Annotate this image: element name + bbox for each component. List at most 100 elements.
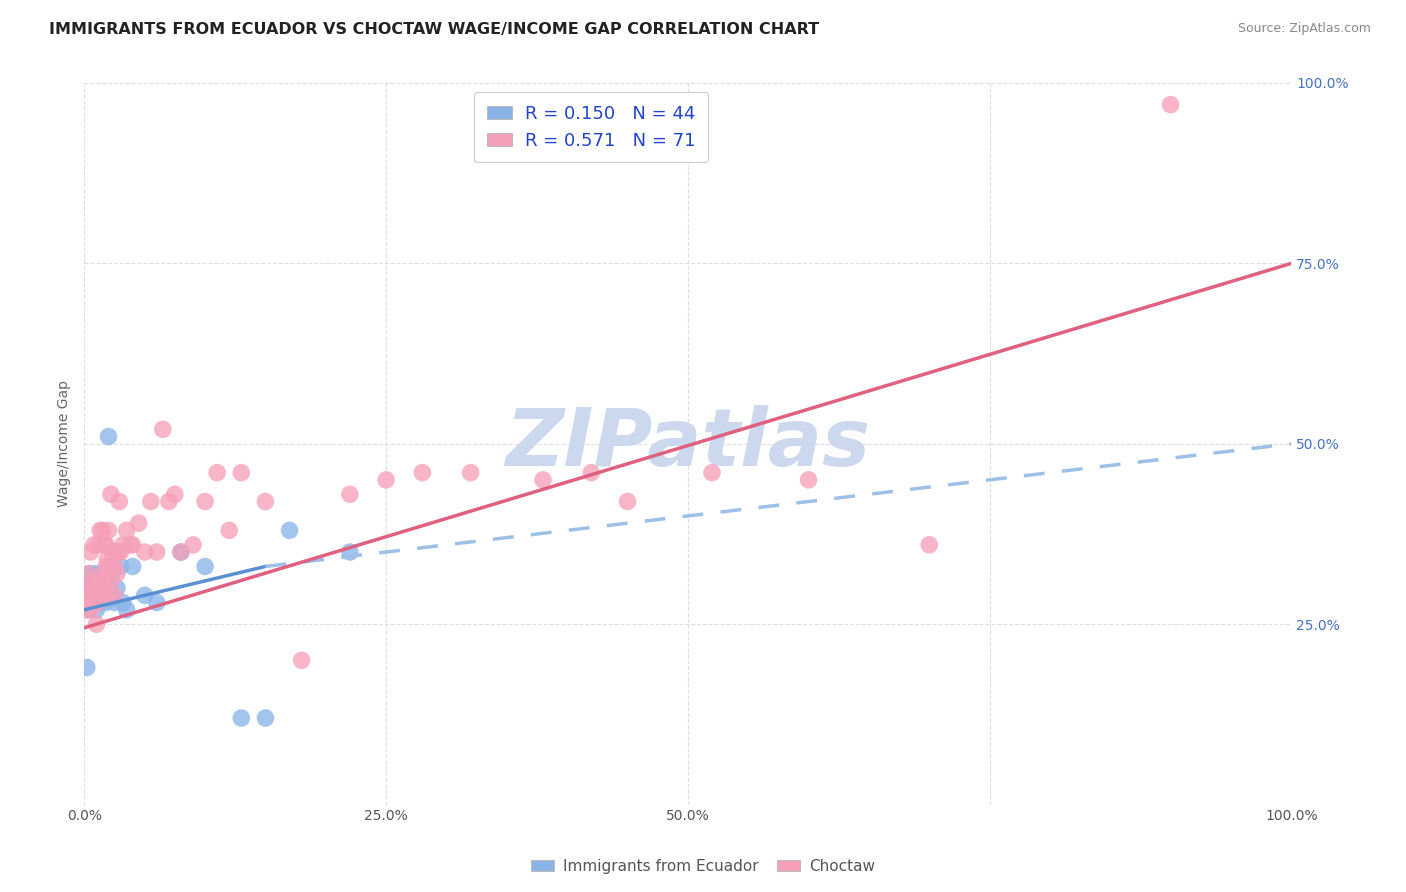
Point (91, 574, 114, 588)
Point (93, 574, 115, 588)
Point (110, 545, 132, 559)
Point (97, 588, 120, 602)
Point (77, 588, 100, 602)
Point (96, 574, 118, 588)
Legend: Immigrants from Ecuador, Choctaw: Immigrants from Ecuador, Choctaw (524, 853, 882, 880)
Point (918, 538, 941, 552)
Point (134, 588, 156, 602)
Point (94, 588, 117, 602)
Point (94, 559, 117, 574)
Point (146, 545, 169, 559)
Point (103, 545, 125, 559)
Point (94, 538, 117, 552)
Point (83, 574, 105, 588)
Point (105, 581, 128, 595)
Point (128, 516, 150, 531)
Point (100, 574, 122, 588)
Point (87, 574, 110, 588)
Point (87, 588, 110, 602)
Text: ZIPatlas: ZIPatlas (505, 405, 870, 483)
Point (79, 596, 101, 610)
Point (97, 524, 120, 538)
Point (96, 552, 118, 566)
Point (83, 596, 105, 610)
Text: IMMIGRANTS FROM ECUADOR VS CHOCTAW WAGE/INCOME GAP CORRELATION CHART: IMMIGRANTS FROM ECUADOR VS CHOCTAW WAGE/… (49, 22, 820, 37)
Point (80, 581, 103, 595)
Point (84, 588, 107, 602)
Point (111, 538, 134, 552)
Point (460, 466, 482, 480)
Point (120, 538, 142, 552)
Point (170, 545, 193, 559)
Point (339, 545, 361, 559)
Point (107, 545, 129, 559)
Point (94, 596, 117, 610)
Point (97, 581, 120, 595)
Point (76, 596, 98, 610)
Point (1160, 97, 1182, 112)
Point (90, 588, 112, 602)
Point (86, 596, 108, 610)
Point (231, 466, 253, 480)
Legend: R = 0.150   N = 44, R = 0.571   N = 71: R = 0.150 N = 44, R = 0.571 N = 71 (474, 92, 709, 162)
Point (75, 603, 97, 617)
Point (89, 581, 111, 595)
Point (616, 494, 638, 508)
Point (146, 596, 169, 610)
Point (115, 524, 138, 538)
Point (83, 538, 105, 552)
Point (93, 581, 115, 595)
Point (105, 566, 128, 581)
Point (139, 494, 162, 508)
Point (97, 429, 120, 443)
Point (797, 473, 820, 487)
Point (82, 596, 104, 610)
Point (94, 538, 117, 552)
Point (103, 559, 125, 574)
Point (100, 588, 122, 602)
Point (170, 545, 193, 559)
Point (339, 487, 361, 501)
Point (86, 603, 108, 617)
Point (86, 617, 108, 632)
Point (104, 545, 127, 559)
Point (77, 574, 100, 588)
Point (121, 538, 143, 552)
Point (218, 524, 240, 538)
Point (82, 581, 104, 595)
Point (163, 487, 186, 501)
Point (80, 588, 103, 602)
Point (254, 711, 277, 725)
Point (86, 566, 108, 581)
Point (89, 596, 111, 610)
Y-axis label: Wage/Income Gap: Wage/Income Gap (58, 380, 72, 508)
Point (531, 473, 554, 487)
Point (231, 711, 253, 725)
Point (93, 566, 115, 581)
Point (111, 596, 134, 610)
Point (103, 588, 125, 602)
Point (79, 566, 101, 581)
Point (98, 559, 121, 574)
Point (90, 581, 112, 595)
Point (134, 545, 156, 559)
Point (110, 559, 132, 574)
Point (76, 660, 98, 674)
Point (103, 596, 125, 610)
Point (77, 566, 100, 581)
Point (89, 524, 111, 538)
Point (94, 581, 117, 595)
Point (115, 603, 138, 617)
Point (79, 545, 101, 559)
Point (77, 603, 100, 617)
Point (157, 494, 180, 508)
Point (581, 466, 603, 480)
Point (84, 581, 107, 595)
Point (375, 473, 398, 487)
Point (411, 466, 433, 480)
Point (86, 581, 108, 595)
Point (83, 574, 105, 588)
Point (94, 581, 117, 595)
Point (254, 494, 277, 508)
Point (121, 559, 143, 574)
